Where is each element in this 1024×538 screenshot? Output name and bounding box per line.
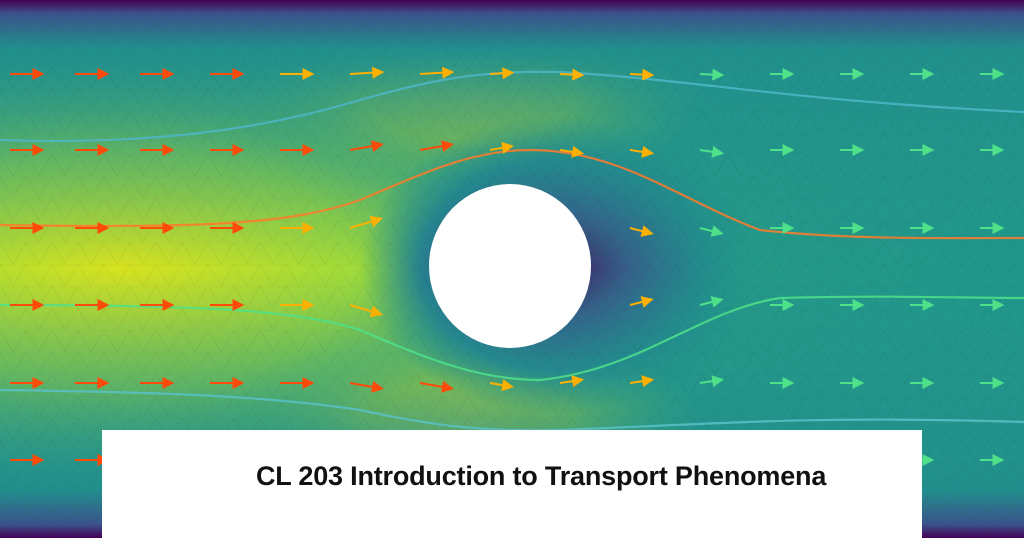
flow-arrow: [699, 375, 725, 388]
flow-arrow: [489, 141, 515, 154]
flow-arrow: [419, 380, 454, 393]
flow-arrow: [699, 145, 725, 158]
flow-arrow: [559, 375, 585, 388]
flow-arrow: [349, 304, 383, 318]
flow-arrow: [349, 215, 383, 229]
flow-arrow: [629, 296, 654, 308]
flow-arrow: [349, 380, 384, 393]
flow-arrow: [699, 68, 725, 81]
flow-arrow: [349, 140, 384, 153]
flow-arrow: [419, 140, 454, 153]
flow-arrow: [699, 225, 724, 237]
flow-arrow: [629, 375, 655, 388]
cylinder-obstacle: [429, 184, 591, 348]
flow-arrow: [349, 66, 385, 79]
flow-arrow: [629, 225, 654, 237]
course-title: CL 203 Introduction to Transport Phenome…: [256, 461, 827, 491]
flow-arrow: [489, 67, 515, 80]
flow-arrow: [489, 379, 515, 392]
flow-arrow: [419, 66, 455, 79]
flow-arrow: [629, 145, 655, 158]
flow-arrow: [699, 296, 724, 308]
flow-arrow: [559, 145, 585, 158]
caption-panel: CL 203 Introduction to Transport Phenome…: [102, 430, 922, 538]
flow-arrow: [559, 68, 585, 81]
flow-arrow: [629, 68, 655, 81]
